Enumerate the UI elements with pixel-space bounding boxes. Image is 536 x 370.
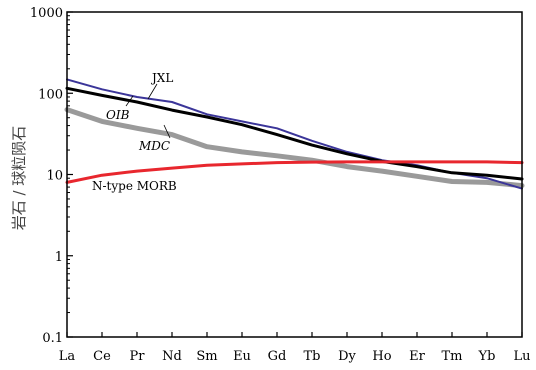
y-tick-label: 0.1 bbox=[42, 331, 63, 346]
x-tick-label-ho: Ho bbox=[372, 349, 391, 364]
annotations: JXL OIB MDC N-type MORB bbox=[92, 71, 177, 193]
y-tick-label: 10 bbox=[46, 169, 63, 184]
x-tick-label-eu: Eu bbox=[233, 349, 251, 364]
x-tick-label-gd: Gd bbox=[268, 349, 287, 364]
annotation-jxl: JXL bbox=[150, 71, 173, 85]
y-tick-label: 100 bbox=[38, 87, 63, 102]
plot-frame bbox=[66, 11, 523, 338]
y-tick-label: 1 bbox=[55, 250, 63, 265]
x-tick-label-tm: Tm bbox=[442, 349, 463, 364]
x-tick-label-la: La bbox=[59, 349, 76, 364]
annotation-n-type-morb: N-type MORB bbox=[92, 179, 177, 193]
jxl-leader-line bbox=[147, 83, 158, 100]
x-tick-label-yb: Yb bbox=[478, 349, 496, 364]
y-tick-label: 1000 bbox=[30, 6, 63, 21]
x-tick-label-dy: Dy bbox=[338, 349, 356, 364]
x-tick-label-er: Er bbox=[409, 349, 425, 364]
series-line-n-type-morb bbox=[65, 160, 524, 184]
series-line-oib bbox=[65, 86, 524, 181]
series-lines bbox=[64, 78, 525, 190]
series-line-mdc bbox=[64, 107, 525, 189]
y-axis-label: 岩石 / 球粒陨石 bbox=[10, 126, 28, 231]
x-tick-label-tb: Tb bbox=[304, 349, 321, 364]
annotation-oib: OIB bbox=[106, 108, 130, 122]
x-tick-label-pr: Pr bbox=[130, 349, 146, 364]
x-tick-label-sm: Sm bbox=[196, 349, 217, 364]
oib-leader-line bbox=[125, 95, 134, 107]
annotation-mdc: MDC bbox=[138, 139, 170, 153]
x-tick-label-nd: Nd bbox=[162, 349, 182, 364]
x-tick-label-ce: Ce bbox=[93, 349, 111, 364]
x-tick-label-lu: Lu bbox=[513, 349, 530, 364]
mdc-leader-line bbox=[163, 124, 171, 139]
